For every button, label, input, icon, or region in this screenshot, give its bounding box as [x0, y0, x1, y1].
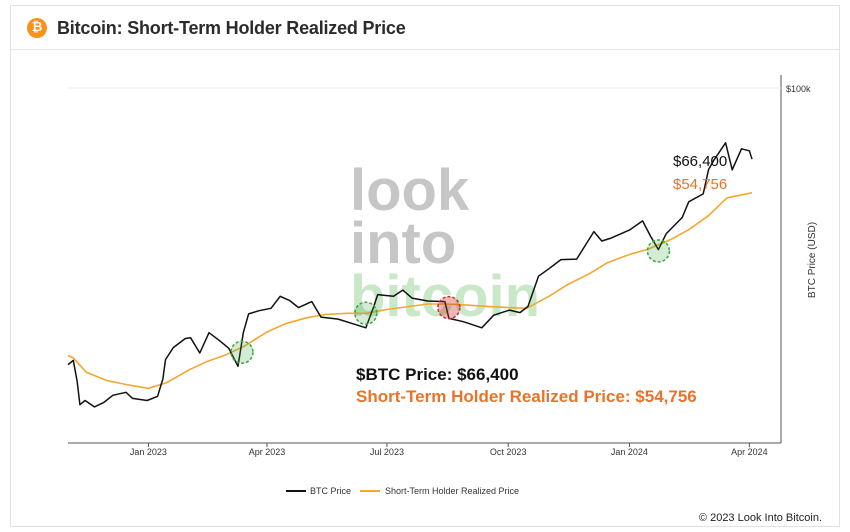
x-tick-label: Jul 2023: [370, 447, 404, 457]
sth-price-end-label: $54,756: [673, 176, 727, 193]
legend-sth-label: Short-Term Holder Realized Price: [385, 486, 519, 496]
y-tick-label: $100k: [786, 84, 811, 94]
watermark-line2: into: [350, 211, 456, 276]
series-layer: [67, 142, 753, 408]
summary-sth-price: Short-Term Holder Realized Price: $54,75…: [356, 387, 697, 406]
x-tick-label: Apr 2024: [731, 447, 768, 457]
chart-card: ₿ Bitcoin: Short-Term Holder Realized Pr…: [10, 5, 840, 527]
legend: BTC Price Short-Term Holder Realized Pri…: [286, 486, 519, 496]
sth-realized-price-line: [67, 192, 753, 390]
watermark-line3: bitcoin: [350, 264, 540, 329]
copyright: © 2023 Look Into Bitcoin.: [698, 512, 822, 524]
x-tick-label: Oct 2023: [490, 447, 527, 457]
y-axis-title: BTC Price (USD): [807, 222, 818, 298]
highlight-layer: [230, 239, 671, 365]
green-highlight-circle: [230, 340, 254, 365]
watermark: look into bitcoin: [350, 158, 540, 329]
x-axis-ticks: Jan 2023 Apr 2023 Jul 2023 Oct 2023 Jan 2024…: [130, 443, 768, 457]
btc-price-line: [67, 142, 753, 408]
x-tick-label: Apr 2023: [249, 447, 286, 457]
btc-price-end-label: $66,400: [673, 153, 727, 170]
green-highlight-circle: [646, 239, 671, 263]
x-tick-label: Jan 2023: [130, 447, 167, 457]
chart-header: ₿ Bitcoin: Short-Term Holder Realized Pr…: [11, 6, 839, 50]
legend-btc-label: BTC Price: [310, 486, 351, 496]
watermark-line1: look: [350, 158, 470, 223]
x-tick-label: Jan 2024: [611, 447, 648, 457]
green-highlight-circle: [354, 301, 378, 326]
bitcoin-logo-icon: ₿: [27, 18, 47, 38]
page-title: Bitcoin: Short-Term Holder Realized Pric…: [57, 18, 406, 38]
summary-btc-price: $BTC Price: $66,400: [356, 365, 519, 384]
red-highlight-circle: [437, 295, 461, 320]
